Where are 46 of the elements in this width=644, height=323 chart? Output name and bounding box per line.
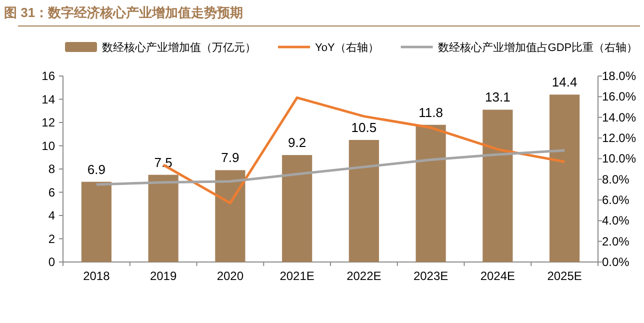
x-tick-label: 2023E [413, 269, 448, 283]
x-tick-label: 2021E [280, 269, 314, 283]
x-tick-label: 2018 [83, 269, 110, 283]
y2-tick-label: 18.0% [602, 69, 636, 83]
data-label: 9.2 [288, 135, 306, 150]
x-tick-label: 2020 [216, 269, 244, 283]
bar [348, 140, 379, 262]
y2-tick-label: 14.0% [602, 110, 636, 124]
data-label: 13.1 [485, 90, 510, 105]
y-tick-label: 14 [42, 92, 56, 106]
bar [81, 182, 112, 262]
data-label: 10.5 [351, 120, 377, 135]
data-label: 11.8 [418, 104, 443, 120]
data-label: 14.4 [552, 74, 578, 90]
x-tick-label: 2022E [346, 269, 382, 283]
y-tick-label: 12 [42, 116, 56, 130]
y2-tick-label: 12.0% [602, 131, 636, 145]
y2-tick-label: 0.0% [602, 255, 630, 269]
y-tick-label: 16 [42, 69, 56, 83]
data-label: 6.9 [87, 162, 106, 177]
bar [282, 155, 312, 262]
legend-label: YoY（右轴） [315, 41, 379, 54]
y-tick-label: 6 [48, 185, 56, 200]
y-tick-label: 4 [48, 208, 56, 222]
legend-label: 数经核心产业增加值占GDP比重（右轴） [438, 41, 638, 54]
x-tick-label: 2025E [547, 269, 582, 283]
y2-tick-label: 16.0% [602, 90, 636, 104]
bar [148, 174, 178, 262]
data-label: 7.9 [221, 150, 240, 166]
chart-title: 图 31：数字经济核心产业增加值走势预期 [4, 5, 244, 20]
y2-tick-label: 6.0% [602, 193, 630, 207]
y2-tick-label: 4.0% [602, 214, 630, 228]
y-tick-label: 0 [48, 255, 56, 269]
y-tick-label: 8 [48, 162, 56, 176]
y-tick-label: 2 [48, 232, 56, 246]
y2-tick-label: 8.0% [602, 172, 630, 186]
bar [550, 94, 580, 262]
bar [482, 110, 513, 262]
y-tick-label: 10 [42, 138, 56, 153]
x-tick-label: 2024E [480, 269, 516, 283]
x-tick-label: 2019 [150, 269, 177, 283]
bar [215, 170, 246, 262]
legend-label: 数经核心产业增加值（万亿元） [102, 41, 256, 54]
y2-tick-label: 10.0% [602, 152, 636, 166]
bar [416, 124, 446, 262]
y2-tick-label: 2.0% [602, 234, 630, 248]
